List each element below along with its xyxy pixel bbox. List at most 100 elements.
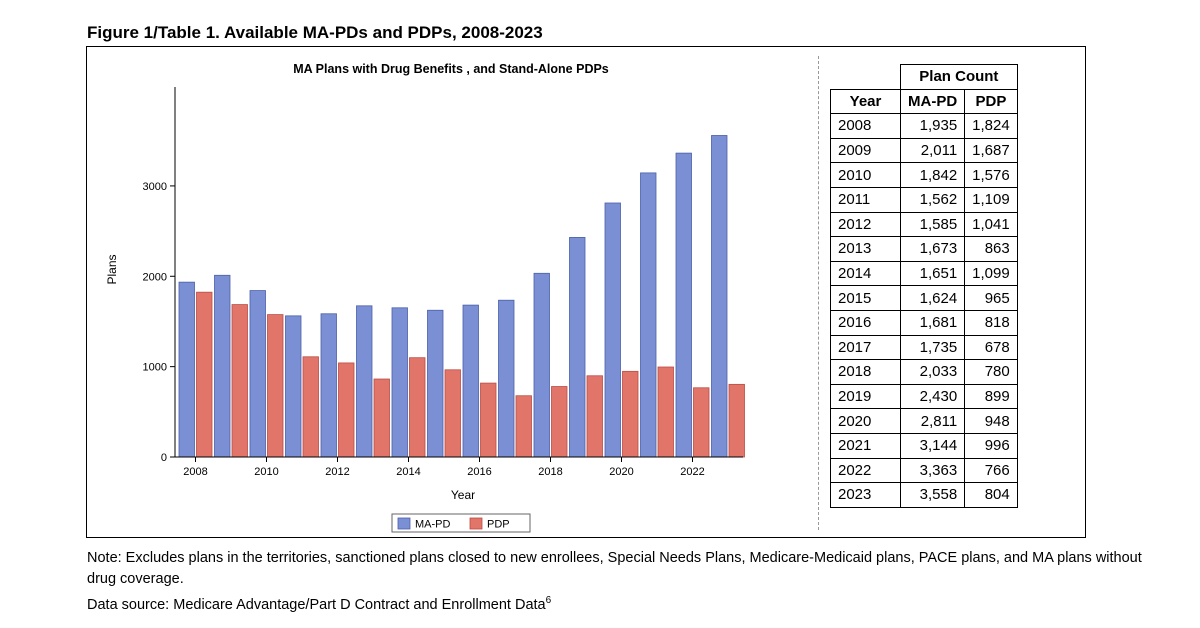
table-row: 2020 2,811 948 (830, 408, 1018, 434)
data-source: Data source: Medicare Advantage/Part D C… (87, 590, 1167, 616)
bar-mapd (320, 313, 337, 458)
table-cell-pdp: 1,099 (964, 260, 1018, 287)
x-tick-label: 2020 (609, 466, 633, 478)
table-cell-mapd: 3,144 (899, 432, 966, 459)
table-row: 2019 2,430 899 (830, 383, 1018, 410)
bar-mapd (462, 304, 479, 458)
table-cell-year: 2010 (830, 162, 901, 188)
bar-pdp (196, 291, 213, 458)
y-tick-label: 3000 (143, 181, 167, 193)
note-text: Note: Excludes plans in the territories,… (87, 550, 1142, 587)
table-group-header-row: Plan Count (830, 64, 1018, 90)
bar-pdp (622, 370, 639, 458)
bar-pdp (302, 356, 319, 458)
bar-mapd (356, 305, 373, 458)
y-tick-label: 0 (161, 452, 167, 464)
panel-divider (818, 56, 819, 530)
table-cell-pdp: 678 (964, 334, 1018, 361)
table-cell-year: 2018 (830, 359, 901, 385)
table-cell-year: 2017 (830, 334, 901, 361)
table-cell-year: 2021 (830, 432, 901, 459)
bar-pdp (480, 382, 497, 458)
table-cell-mapd: 1,585 (899, 211, 966, 238)
footnote-ref: 6 (545, 595, 552, 606)
bar-mapd (498, 299, 515, 458)
bar-pdp (409, 357, 426, 458)
table-row: 2022 3,363 766 (830, 457, 1018, 484)
table-cell-mapd: 2,033 (899, 359, 966, 385)
legend-label-mapd: MA-PD (415, 519, 451, 531)
table-cell-pdp: 1,041 (964, 211, 1018, 238)
table-cell-year: 2008 (830, 113, 901, 139)
table-cell-pdp: 818 (964, 309, 1018, 336)
x-tick-label: 2018 (538, 466, 562, 478)
bar-pdp (267, 314, 284, 458)
chart-title: MA Plans with Drug Benefits , and Stand-… (293, 62, 609, 76)
table-row: 2016 1,681 818 (830, 309, 1018, 336)
table-cell-year: 2013 (830, 236, 901, 262)
bar-pdp (657, 366, 674, 458)
table-cell-mapd: 1,562 (899, 186, 966, 213)
bar-pdp (373, 378, 390, 458)
bar-pdp (444, 369, 461, 458)
bar-mapd (249, 290, 266, 458)
table-cell-pdp: 804 (964, 482, 1018, 508)
x-tick-label: 2008 (183, 466, 207, 478)
table-row: 2017 1,735 678 (830, 334, 1018, 361)
bar-chart: MA Plans with Drug Benefits , and Stand-… (105, 62, 745, 533)
x-tick-label: 2014 (396, 466, 420, 478)
figure-frame (86, 46, 1086, 538)
legend-swatch-pdp (469, 517, 483, 530)
table-cell-pdp: 1,109 (964, 186, 1018, 213)
bar-pdp (693, 387, 710, 458)
bar-mapd (391, 307, 408, 458)
table-cell-pdp: 1,687 (964, 137, 1018, 164)
plan-count-table: Plan Count Year MA-PD PDP 2008 1,935 1,824… (830, 64, 1018, 508)
table-cell-pdp: 996 (964, 432, 1018, 459)
table-cell-mapd: 1,935 (899, 113, 966, 139)
bar-mapd (214, 274, 231, 458)
bar-mapd (427, 309, 444, 458)
table-row: 2013 1,673 863 (830, 236, 1018, 262)
table-header-pdp: PDP (964, 88, 1018, 115)
table-header-year: Year (830, 88, 901, 115)
table-row: 2009 2,011 1,687 (830, 137, 1018, 164)
table-header-row: Year MA-PD PDP (830, 88, 1018, 115)
table-cell-pdp: 780 (964, 359, 1018, 385)
table-cell-pdp: 899 (964, 383, 1018, 410)
table-group-header: Plan Count (900, 64, 1018, 90)
table-cell-mapd: 1,842 (899, 162, 966, 188)
table-blank-cell (830, 64, 901, 90)
y-tick-label: 2000 (143, 271, 167, 283)
table-cell-year: 2011 (830, 186, 901, 213)
table-cell-year: 2022 (830, 457, 901, 484)
bar-mapd (604, 202, 621, 458)
table-cell-year: 2009 (830, 137, 901, 164)
bar-mapd (640, 172, 657, 458)
bar-mapd (711, 135, 728, 458)
table-cell-year: 2014 (830, 260, 901, 287)
table-cell-pdp: 1,824 (964, 113, 1018, 139)
table-cell-mapd: 2,430 (899, 383, 966, 410)
legend-box (391, 513, 531, 533)
table-cell-pdp: 965 (964, 285, 1018, 311)
x-tick-label: 2022 (680, 466, 704, 478)
bar-mapd (569, 237, 586, 458)
bar-pdp (338, 362, 355, 458)
table-cell-mapd: 3,558 (899, 482, 966, 508)
legend-swatch-mapd (397, 517, 411, 530)
table-cell-mapd: 3,363 (899, 457, 966, 484)
table-cell-mapd: 1,651 (899, 260, 966, 287)
bar-pdp (586, 375, 603, 458)
table-row: 2008 1,935 1,824 (830, 113, 1018, 139)
bar-pdp (231, 304, 248, 458)
table-row: 2015 1,624 965 (830, 285, 1018, 311)
table-cell-year: 2012 (830, 211, 901, 238)
bar-mapd (533, 272, 550, 458)
table-cell-mapd: 1,673 (899, 236, 966, 262)
table-row: 2010 1,842 1,576 (830, 162, 1018, 188)
figure-title: Figure 1/Table 1. Available MA-PDs and P… (87, 23, 543, 42)
bar-pdp (515, 395, 532, 458)
table-cell-mapd: 2,811 (899, 408, 966, 434)
table-row: 2012 1,585 1,041 (830, 211, 1018, 238)
